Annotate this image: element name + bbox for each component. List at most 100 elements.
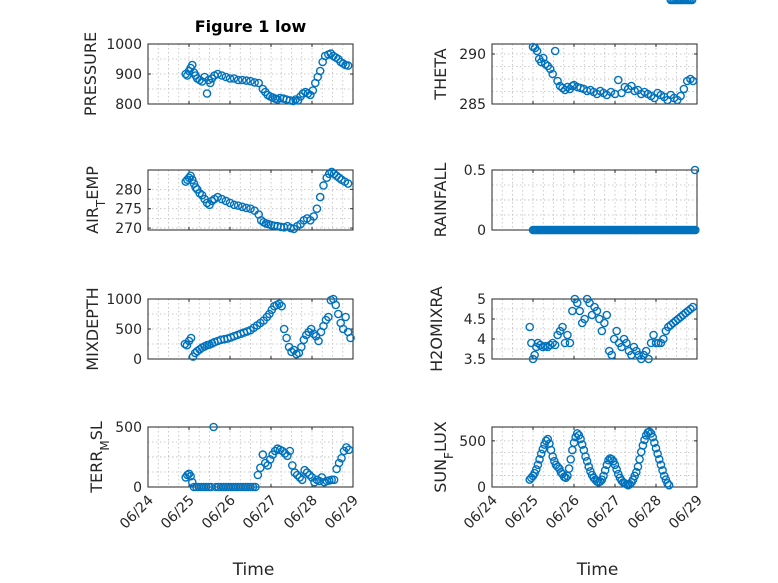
data-point bbox=[292, 470, 302, 480]
data-point bbox=[346, 333, 355, 343]
y-tick-label: 280 bbox=[115, 182, 142, 198]
subplot-h2omixra: 3.5 4 4.5 5 bbox=[464, 292, 698, 368]
data-point bbox=[229, 200, 239, 210]
y-tick-label: 4 bbox=[477, 332, 486, 348]
x-tick-label: 06/28 bbox=[281, 493, 321, 533]
x-tick-label: 06/28 bbox=[625, 493, 665, 533]
data-point bbox=[558, 322, 567, 332]
data-point bbox=[191, 183, 200, 192]
data-point bbox=[277, 301, 286, 311]
y-tick-label: 285 bbox=[459, 97, 486, 113]
data-point bbox=[560, 338, 570, 348]
data-point bbox=[324, 312, 333, 322]
data-point bbox=[202, 198, 212, 208]
data-point bbox=[283, 451, 292, 461]
data-point bbox=[209, 422, 218, 432]
subplot-rainfall: 00.5 bbox=[464, 163, 700, 239]
data-point bbox=[195, 188, 204, 198]
data-point bbox=[599, 471, 608, 481]
data-point bbox=[612, 465, 621, 474]
data-point bbox=[206, 78, 215, 88]
data-point bbox=[207, 196, 217, 206]
data-point bbox=[550, 340, 560, 350]
data-point bbox=[553, 76, 562, 86]
data-point bbox=[285, 96, 295, 105]
data-point bbox=[545, 64, 555, 74]
data-point bbox=[221, 196, 231, 206]
axes-frame bbox=[491, 43, 698, 105]
x-tick-label: 06/27 bbox=[584, 493, 624, 533]
y-tick-label: 290 bbox=[459, 47, 486, 63]
y-tick-label: 0 bbox=[477, 223, 486, 239]
data-point bbox=[309, 212, 318, 221]
data-point bbox=[584, 462, 594, 471]
data-point bbox=[237, 75, 247, 85]
data-point bbox=[577, 440, 587, 449]
data-point bbox=[548, 338, 557, 348]
data-point bbox=[653, 449, 662, 459]
data-point bbox=[548, 452, 557, 461]
data-point bbox=[607, 350, 617, 360]
data-point bbox=[690, 165, 700, 175]
data-point bbox=[312, 204, 322, 214]
data-point bbox=[575, 306, 585, 316]
data-point bbox=[308, 86, 318, 95]
data-point bbox=[565, 338, 575, 348]
data-point bbox=[285, 446, 295, 456]
data-point bbox=[237, 202, 247, 212]
y-tick-label: 0 bbox=[477, 480, 486, 496]
data-point bbox=[186, 471, 195, 481]
x-tick-label: 06/27 bbox=[240, 493, 280, 533]
data-point bbox=[201, 482, 211, 492]
data-point bbox=[343, 61, 353, 70]
y-axis-label: SUNFLUX bbox=[431, 421, 456, 493]
y-tick-label: 0.5 bbox=[464, 163, 486, 179]
y-tick-label: 5 bbox=[477, 292, 486, 308]
x-tick-label: 06/29 bbox=[322, 493, 362, 533]
data-point bbox=[306, 324, 316, 334]
y-axis-label: THETA bbox=[431, 48, 450, 100]
data-point bbox=[658, 466, 667, 475]
data-point bbox=[576, 434, 585, 444]
data-point bbox=[246, 204, 255, 214]
y-tick-label: 4.5 bbox=[464, 312, 486, 328]
y-tick-label: 3.5 bbox=[464, 352, 486, 368]
data-point bbox=[265, 455, 275, 464]
subplot-terr_msl: 06/24 06/25 06/26 06/27 06/28 06/29 0 500 Time bbox=[115, 420, 362, 580]
data-point bbox=[687, 0, 697, 5]
data-point bbox=[253, 470, 263, 480]
data-point bbox=[592, 306, 602, 316]
data-point bbox=[246, 482, 255, 492]
data-point bbox=[333, 309, 343, 319]
data-point bbox=[186, 171, 195, 181]
x-tick-label: 06/24 bbox=[461, 492, 501, 532]
data-point bbox=[640, 435, 649, 445]
x-axis-label: Time bbox=[576, 560, 619, 580]
data-point bbox=[310, 477, 319, 487]
data-point bbox=[242, 203, 251, 213]
x-tick-label: 06/25 bbox=[502, 493, 542, 533]
y-tick-label: 0 bbox=[133, 352, 142, 368]
y-tick-label: 0 bbox=[133, 480, 142, 496]
data-point bbox=[297, 342, 306, 352]
y-axis-label: AIRTEMP bbox=[83, 166, 108, 234]
data-point bbox=[344, 445, 354, 455]
data-point bbox=[250, 78, 259, 87]
data-point bbox=[225, 74, 235, 83]
data-point bbox=[600, 466, 610, 475]
data-point bbox=[337, 453, 346, 463]
y-tick-label: 500 bbox=[115, 322, 142, 338]
data-point bbox=[606, 87, 616, 97]
y-axis-label: PRESSURE bbox=[81, 32, 100, 116]
data-point bbox=[582, 456, 592, 466]
data-point bbox=[341, 312, 350, 322]
data-point bbox=[233, 75, 243, 85]
data-point bbox=[644, 354, 653, 364]
chart-title: Figure 1 low bbox=[195, 17, 307, 36]
data-point bbox=[580, 314, 589, 324]
data-point bbox=[545, 340, 555, 350]
data-point bbox=[648, 432, 658, 442]
data-point bbox=[343, 179, 353, 188]
data-point bbox=[638, 441, 648, 450]
data-point bbox=[229, 74, 239, 83]
